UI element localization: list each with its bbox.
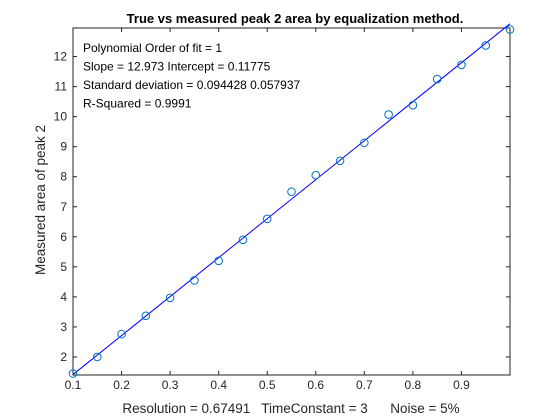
data-point [117, 329, 126, 339]
data-point [141, 311, 151, 321]
x-tick-label: 0.7 [356, 378, 373, 392]
x-tick-label: 0.8 [405, 378, 422, 392]
data-point [262, 214, 272, 224]
data-point [311, 170, 321, 180]
data-point [92, 352, 102, 362]
fit-statistic-line: Polynomial Order of fit = 1 [83, 41, 222, 55]
data-point [505, 25, 515, 34]
fit-line-layer [72, 23, 511, 375]
data-point [384, 110, 393, 119]
x-axis-label: Resolution = 0.67491 TimeConstant = 3 No… [122, 401, 459, 416]
y-tick-label: 12 [54, 50, 68, 64]
x-tick-label: 0.3 [162, 378, 179, 392]
x-tick-label: 0.9 [453, 378, 470, 392]
x-tick-label: 0.2 [113, 378, 130, 392]
y-tick-label: 7 [60, 200, 67, 214]
data-point [432, 74, 442, 84]
data-points-layer [68, 25, 515, 378]
data-point [214, 256, 223, 266]
fit-statistic-line: Slope = 12.973 Intercept = 0.11775 [83, 60, 271, 74]
data-point [408, 100, 418, 110]
x-axis: 0.1 0.2 0.3 0.4 0.5 0.6 0.7 0.8 0.9 [65, 28, 470, 392]
data-point [481, 41, 491, 50]
y-tick-label: 8 [60, 170, 67, 184]
fit-statistics-box: Polynomial Order of fit = 1 Slope = 12.97… [83, 41, 301, 111]
data-point [68, 369, 78, 378]
x-tick-label: 0.1 [65, 378, 82, 392]
x-tick-label: 0.5 [259, 378, 276, 392]
x-tick-label: 0.4 [210, 378, 227, 392]
fit-line [72, 23, 511, 375]
y-axis: 2 3 4 5 6 7 8 9 10 11 12 [54, 50, 510, 364]
y-tick-label: 9 [60, 140, 67, 154]
y-tick-label: 2 [60, 350, 67, 364]
y-tick-label: 3 [60, 320, 67, 334]
data-point [190, 276, 199, 285]
x-tick-label: 0.6 [307, 378, 324, 392]
fit-statistic-line: Standard deviation = 0.094428 0.057937 [83, 78, 301, 92]
data-point [287, 187, 296, 197]
chart-title: True vs measured peak 2 area by equaliza… [127, 11, 464, 26]
y-tick-label: 11 [55, 80, 68, 94]
data-point [457, 60, 466, 70]
plot-area [72, 27, 511, 376]
y-tick-label: 4 [60, 290, 67, 304]
y-tick-label: 6 [60, 230, 67, 244]
data-point [238, 235, 248, 245]
y-axis-label: Measured area of peak 2 [33, 125, 48, 275]
fit-statistic-line: R-Squared = 0.9991 [83, 97, 192, 111]
y-tick-label: 10 [54, 110, 68, 124]
data-point [335, 156, 345, 166]
data-point [165, 293, 175, 303]
y-tick-label: 5 [60, 260, 67, 274]
data-point [360, 138, 369, 148]
